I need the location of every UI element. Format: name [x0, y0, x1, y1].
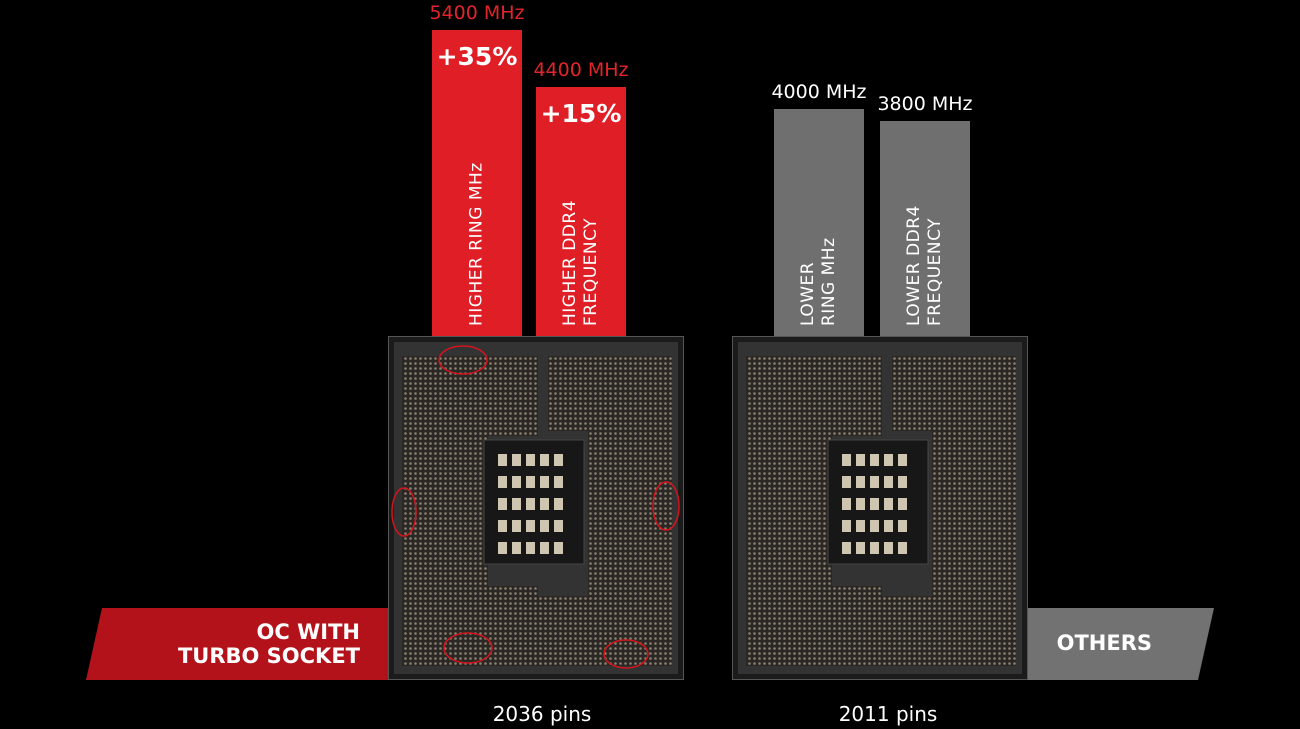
banner-line: TURBO SOCKET: [177, 644, 360, 668]
oc-turbo-socket-banner: [86, 608, 396, 680]
bar-text-line: HIGHER DDR4: [560, 199, 580, 326]
bar-higher-ddr4-frequency: +15% HIGHER DDR4 FREQUENCY: [536, 87, 626, 336]
bar-text-line: LOWER: [798, 261, 818, 326]
banner-shape: [1018, 608, 1214, 680]
bar-higher-ring-mhz: +35% HIGHER RING MHz: [432, 30, 522, 336]
others-label: OTHERS: [1056, 631, 1152, 655]
bar-text-line: HIGHER RING MHz: [466, 162, 487, 326]
bar-text: LOWER RING MHz: [798, 238, 840, 327]
bar-lower-ddr4-frequency: LOWER DDR4 FREQUENCY: [880, 121, 970, 336]
bar-value-label: 4400 MHz: [533, 59, 629, 81]
bar-text: HIGHER RING MHz: [467, 162, 488, 326]
bar-text-line: RING MHz: [819, 237, 839, 327]
turbo-socket-image: [388, 336, 684, 680]
bar-text-line: FREQUENCY: [581, 217, 601, 326]
banner-shape: [86, 608, 396, 680]
bar-text-line: LOWER DDR4: [904, 205, 924, 326]
bar-value-label: 3800 MHz: [877, 93, 973, 115]
bar-text-line: FREQUENCY: [925, 217, 945, 326]
standard-socket-image: [732, 336, 1028, 680]
oc-turbo-socket-label: OC WITH TURBO SOCKET: [150, 620, 360, 668]
bar-value-label: 4000 MHz: [771, 81, 867, 103]
pin-count-others: 2011 pins: [838, 702, 938, 726]
bar-change-label: +15%: [540, 99, 622, 128]
pin-count-turbo: 2036 pins: [492, 702, 592, 726]
bar-change-label: +35%: [436, 42, 518, 71]
banner-line: OC WITH: [256, 620, 360, 644]
bar-lower-ring-mhz: LOWER RING MHz: [774, 109, 864, 336]
bar-value-label: 5400 MHz: [429, 2, 525, 24]
bar-text: HIGHER DDR4 FREQUENCY: [560, 200, 602, 326]
bar-text: LOWER DDR4 FREQUENCY: [904, 205, 946, 326]
others-banner: [1018, 608, 1214, 680]
